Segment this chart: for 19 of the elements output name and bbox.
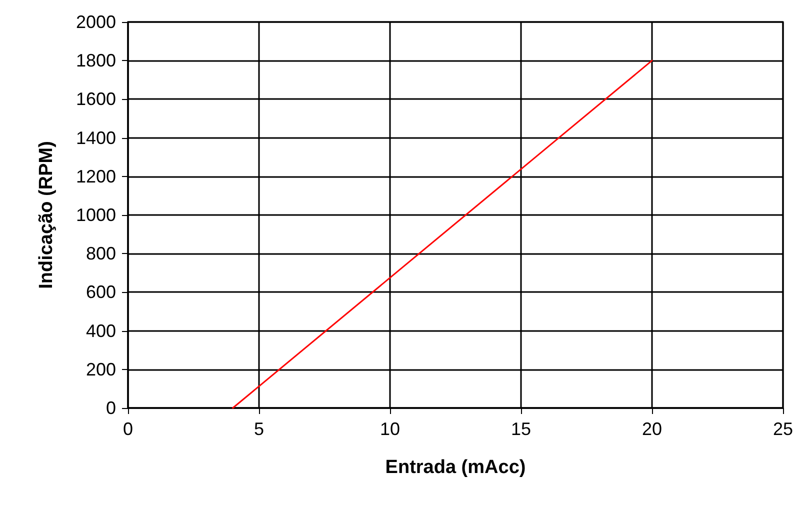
y-tick-label: 800	[86, 244, 116, 264]
y-tick-label: 1800	[76, 50, 116, 71]
y-tick-label: 1600	[76, 89, 116, 110]
x-tick-label: 25	[772, 419, 794, 439]
y-tick-label: 2000	[76, 12, 116, 32]
y-tick-label: 200	[86, 359, 116, 380]
x-tick-label: 10	[380, 419, 400, 439]
x-axis-title: Entrada (mAcc)	[385, 457, 526, 478]
y-tick-label: 0	[106, 398, 116, 418]
x-tick-label: 20	[642, 419, 662, 439]
y-tick-label: 400	[86, 320, 116, 341]
x-tick-label: 15	[510, 419, 532, 439]
y-axis-title: Indicação (RPM)	[36, 141, 57, 289]
y-tick-label: 1400	[76, 128, 116, 148]
x-tick-label: 0	[122, 419, 134, 439]
x-tick-label: 5	[254, 419, 264, 439]
y-tick-label: 1200	[76, 166, 116, 186]
y-tick-label: 1000	[76, 205, 116, 225]
y-tick-label: 600	[86, 282, 116, 302]
